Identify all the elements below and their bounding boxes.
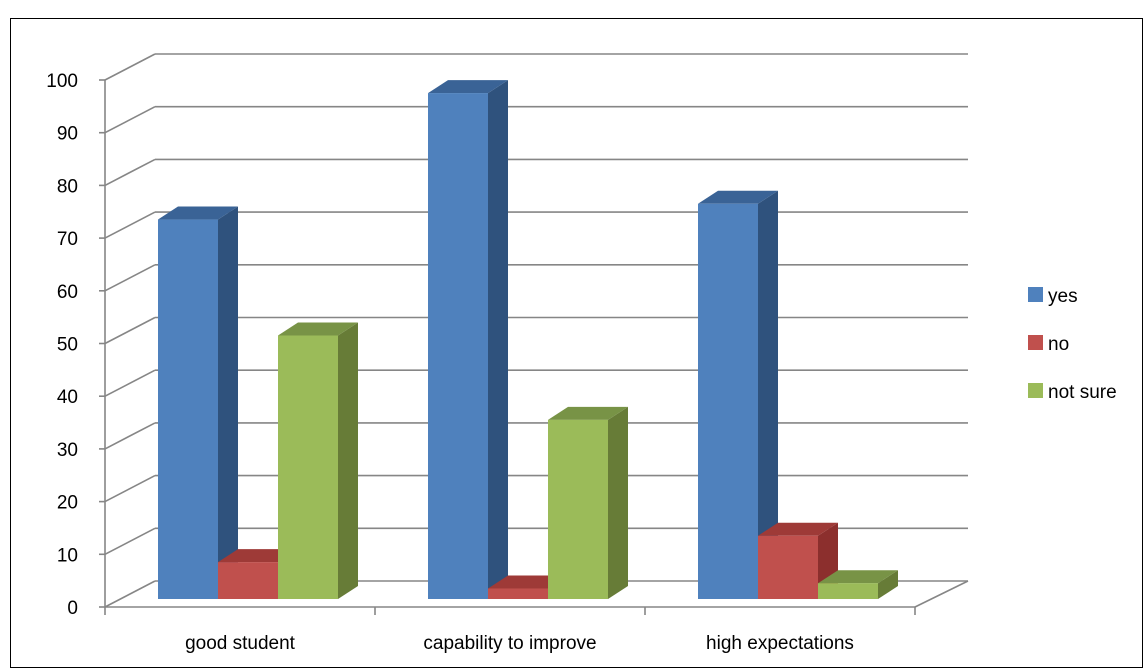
bar-not-sure-capability-to-improve bbox=[548, 419, 608, 599]
y-tick-label: 50 bbox=[57, 335, 78, 356]
gridline-diagonal bbox=[104, 211, 156, 239]
bar-top bbox=[758, 522, 838, 536]
gridline-diagonal bbox=[104, 264, 156, 292]
y-tick-label: 80 bbox=[57, 176, 78, 197]
y-tick-label: 0 bbox=[67, 598, 78, 619]
bar-side bbox=[488, 80, 508, 599]
x-category-label: good student bbox=[185, 633, 296, 654]
legend-label: no bbox=[1048, 334, 1069, 355]
gridline-diagonal bbox=[104, 105, 156, 134]
bar-top bbox=[698, 190, 778, 204]
bars bbox=[158, 80, 898, 599]
legend-label: yes bbox=[1048, 286, 1078, 307]
gridline-diagonal bbox=[104, 474, 156, 503]
bar-side bbox=[608, 406, 628, 599]
gridline-diagonal bbox=[104, 580, 156, 608]
bar-side bbox=[338, 322, 358, 599]
y-tick-label: 10 bbox=[57, 545, 78, 566]
legend-swatch bbox=[1028, 335, 1043, 350]
legend-swatch bbox=[1028, 383, 1043, 398]
bar-no-capability-to-improve bbox=[488, 588, 548, 599]
y-tick-label: 20 bbox=[57, 493, 78, 514]
legend-label: not sure bbox=[1048, 382, 1117, 403]
bar-yes-high-expectations bbox=[698, 203, 758, 599]
gridline-diagonal bbox=[104, 369, 156, 397]
bar-yes-capability-to-improve bbox=[428, 93, 488, 599]
x-category-label: high expectations bbox=[706, 633, 854, 654]
bar-top bbox=[278, 322, 358, 336]
y-tick-label: 60 bbox=[57, 282, 78, 303]
y-tick-label: 90 bbox=[57, 124, 78, 145]
bar-side bbox=[878, 570, 898, 599]
bar-not-sure-high-expectations bbox=[818, 583, 878, 599]
x-axis-categories: good student capability to improve high ex… bbox=[185, 633, 854, 654]
bar-side bbox=[218, 206, 238, 599]
y-tick-label: 30 bbox=[57, 440, 78, 461]
gridline-diagonal bbox=[104, 316, 156, 345]
gridline-diagonal bbox=[104, 53, 156, 81]
x-category-label: capability to improve bbox=[423, 633, 596, 654]
y-tick-label: 70 bbox=[57, 229, 78, 250]
bar-side bbox=[758, 190, 778, 599]
gridline-diagonal bbox=[104, 158, 156, 187]
bar-top bbox=[428, 80, 508, 94]
bar-not-sure-good-student bbox=[278, 335, 338, 599]
gridline-diagonal bbox=[104, 527, 156, 556]
bar-yes-good-student bbox=[158, 219, 218, 599]
bar-top bbox=[158, 206, 238, 220]
bar-no-high-expectations bbox=[758, 535, 818, 599]
legend-swatch bbox=[1028, 287, 1043, 302]
y-axis-ticks: 0 10 20 30 40 50 60 70 80 90 100 bbox=[46, 71, 105, 619]
bar-top bbox=[548, 406, 628, 420]
legend: yes no not sure bbox=[1028, 286, 1117, 403]
bar-no-good-student bbox=[218, 562, 278, 599]
y-tick-label: 100 bbox=[46, 71, 78, 92]
y-tick-label: 40 bbox=[57, 387, 78, 408]
gridline-diagonal bbox=[104, 422, 156, 450]
floor-right-edge bbox=[914, 580, 969, 608]
bar-top bbox=[818, 570, 898, 584]
